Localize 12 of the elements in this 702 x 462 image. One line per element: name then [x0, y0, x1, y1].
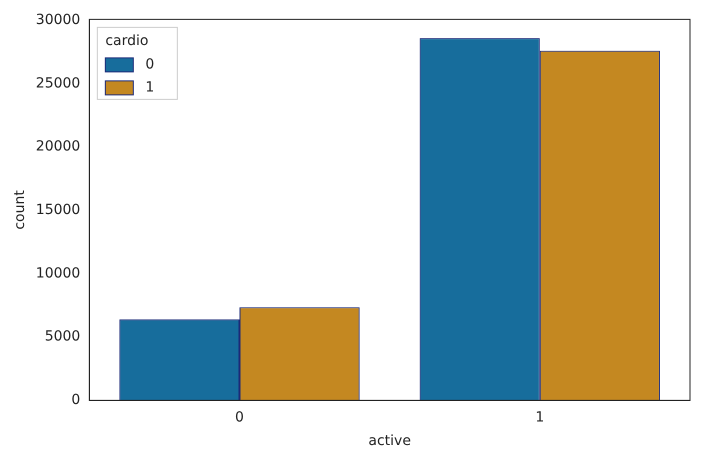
- x-axis-title: active: [368, 433, 411, 450]
- legend-title: cardio: [105, 33, 148, 50]
- y-tick-label: 10000: [36, 265, 80, 282]
- y-tick-label: 15000: [36, 202, 80, 218]
- y-tick-label: 25000: [36, 75, 80, 92]
- y-tick-label: 0: [71, 392, 80, 408]
- legend-label: 1: [145, 80, 154, 96]
- y-tick-label: 5000: [44, 328, 80, 345]
- y-tick-label: 20000: [36, 138, 80, 155]
- y-axis-title: count: [12, 190, 28, 230]
- y-tick-label: 30000: [36, 12, 80, 28]
- legend-label: 0: [145, 56, 154, 73]
